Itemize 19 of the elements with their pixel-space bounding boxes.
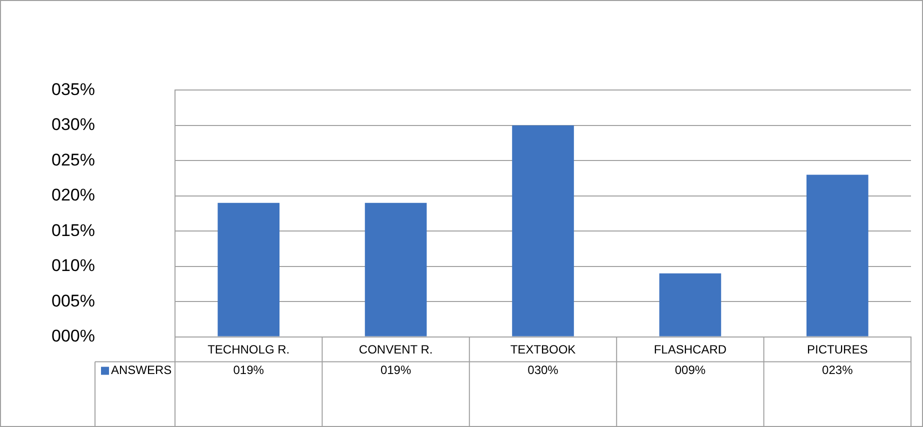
y-tick-label: 010% — [52, 256, 95, 276]
data-label: 019% — [233, 363, 264, 378]
data-label: 023% — [822, 363, 854, 378]
data-label: 030% — [528, 363, 559, 378]
x-tick-label: TECHNOLG R. — [208, 342, 290, 356]
x-tick-label: FLASHCARD — [654, 342, 727, 356]
y-tick-label: 025% — [52, 150, 95, 170]
data-label: 009% — [674, 363, 706, 378]
y-tick-label: 005% — [52, 291, 95, 310]
x-tick-label: TEXTBOOK — [510, 342, 576, 356]
y-tick-label: 015% — [52, 220, 95, 240]
y-tick-label: 035% — [52, 80, 95, 99]
legend-label: ANSWERS — [111, 363, 172, 378]
x-tick-label: PICTURES — [807, 342, 868, 356]
y-tick-label: 000% — [52, 326, 95, 346]
y-tick-label: 020% — [52, 186, 95, 205]
data-label: 019% — [380, 363, 412, 378]
x-tick-label: CONVENT R. — [358, 342, 433, 356]
y-tick-label: 030% — [52, 115, 95, 134]
